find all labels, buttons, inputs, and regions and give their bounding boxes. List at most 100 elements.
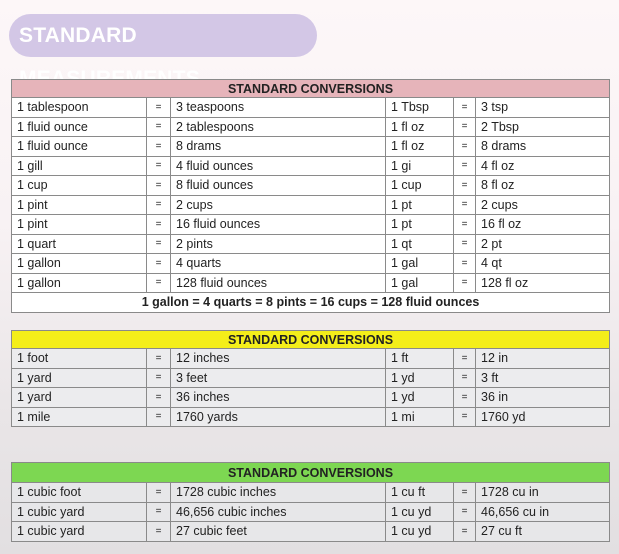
equals-cell: = <box>453 214 476 235</box>
equals-cell: = <box>146 116 171 137</box>
table-cell: 4 fluid ounces <box>170 155 386 176</box>
table-cell: 1 cup <box>385 175 454 196</box>
table-cell: 1 gal <box>385 272 454 293</box>
table-cell: 1 cu yd <box>385 501 454 522</box>
table-cell: 2 pints <box>170 233 386 254</box>
table-title: STANDARD CONVERSIONS <box>11 462 610 483</box>
table-cell: 1 cu ft <box>385 482 454 503</box>
table-cell: 1 cu yd <box>385 521 454 542</box>
table-cell: 1760 yd <box>475 406 610 427</box>
equals-cell: = <box>453 175 476 196</box>
table-title: STANDARD CONVERSIONS <box>11 79 610 98</box>
equals-cell: = <box>146 501 171 522</box>
table-header: STANDARD CONVERSIONS <box>11 462 610 483</box>
table-cell: 1 gi <box>385 155 454 176</box>
table-cell: 36 inches <box>170 387 386 408</box>
equals-cell: = <box>453 155 476 176</box>
table-cell: 27 cubic feet <box>170 521 386 542</box>
table-cell: 4 fl oz <box>475 155 610 176</box>
table-cell: 12 in <box>475 348 610 369</box>
table-cell: 1 ft <box>385 348 454 369</box>
table-cell: 3 teaspoons <box>170 97 386 118</box>
table-cell: 128 fluid ounces <box>170 272 386 293</box>
equals-cell: = <box>146 194 171 215</box>
equals-cell: = <box>453 233 476 254</box>
equals-cell: = <box>453 136 476 157</box>
equals-cell: = <box>146 155 171 176</box>
equals-cell: = <box>146 348 171 369</box>
equals-cell: = <box>453 482 476 503</box>
table-cell: 1 yd <box>385 367 454 388</box>
table-title: STANDARD CONVERSIONS <box>11 330 610 349</box>
equals-cell: = <box>146 387 171 408</box>
table-row: 1 quart = 2 pints 1 qt = 2 pt <box>11 233 610 254</box>
table-cell: 16 fl oz <box>475 214 610 235</box>
cubic-volume-table: STANDARD CONVERSIONS 1 cubic foot = 1728 cu… <box>11 462 610 542</box>
table-row: 1 pint = 2 cups 1 pt = 2 cups <box>11 194 610 215</box>
equals-cell: = <box>453 97 476 118</box>
equals-cell: = <box>146 272 171 293</box>
table-cell: 1 cubic yard <box>11 521 147 542</box>
table-cell: 1 Tbsp <box>385 97 454 118</box>
table-row: 1 cubic yard = 27 cubic feet 1 cu yd = 27 cu … <box>11 521 610 542</box>
liquid-volume-table: STANDARD CONVERSIONS 1 tablespoon = 3 teasp… <box>11 79 610 313</box>
table-row: 1 gallon = 128 fluid ounces 1 gal = 128 fl oz <box>11 272 610 293</box>
table-row: 1 fluid ounce = 8 drams 1 fl oz = 8 drams <box>11 136 610 157</box>
table-cell: 46,656 cubic inches <box>170 501 386 522</box>
table-cell: 2 cups <box>475 194 610 215</box>
equals-cell: = <box>453 387 476 408</box>
table-header: STANDARD CONVERSIONS <box>11 330 610 349</box>
equals-cell: = <box>146 406 171 427</box>
table-row: 1 cubic yard = 46,656 cubic inches 1 cu yd =… <box>11 501 610 522</box>
table-cell: 1 fl oz <box>385 136 454 157</box>
equals-cell: = <box>146 175 171 196</box>
equals-cell: = <box>453 367 476 388</box>
table-cell: 1 fluid ounce <box>11 136 147 157</box>
table-row: 1 mile = 1760 yards 1 mi = 1760 yd <box>11 406 610 427</box>
table-row: 1 cup = 8 fluid ounces 1 cup = 8 fl oz <box>11 175 610 196</box>
table-cell: 1 tablespoon <box>11 97 147 118</box>
equals-cell: = <box>146 233 171 254</box>
equals-cell: = <box>453 194 476 215</box>
equals-cell: = <box>146 136 171 157</box>
equals-cell: = <box>453 406 476 427</box>
table-cell: 3 feet <box>170 367 386 388</box>
table-cell: 1 gallon <box>11 272 147 293</box>
table-cell: 128 fl oz <box>475 272 610 293</box>
page-title: STANDARD MEASUREMENTS <box>9 14 317 90</box>
table-cell: 1760 yards <box>170 406 386 427</box>
table-cell: 12 inches <box>170 348 386 369</box>
equals-cell: = <box>453 272 476 293</box>
table-cell: 36 in <box>475 387 610 408</box>
equals-cell: = <box>146 214 171 235</box>
table-cell: 1 fl oz <box>385 116 454 137</box>
table-row: 1 pint = 16 fluid ounces 1 pt = 16 fl oz <box>11 214 610 235</box>
table-footer: 1 gallon = 4 quarts = 8 pints = 16 cups … <box>11 292 610 313</box>
table-cell: 1 gal <box>385 253 454 274</box>
equals-cell: = <box>453 501 476 522</box>
table-row: 1 foot = 12 inches 1 ft = 12 in <box>11 348 610 369</box>
table-cell: 2 cups <box>170 194 386 215</box>
table-row: 1 cubic foot = 1728 cubic inches 1 cu ft = 17… <box>11 482 610 503</box>
table-cell: 1 quart <box>11 233 147 254</box>
table-cell: 1 pt <box>385 194 454 215</box>
table-cell: 1 cubic foot <box>11 482 147 503</box>
table-cell: 1 qt <box>385 233 454 254</box>
table-cell: 1 pint <box>11 214 147 235</box>
table-cell: 1 cup <box>11 175 147 196</box>
table-row: 1 gill = 4 fluid ounces 1 gi = 4 fl oz <box>11 155 610 176</box>
table-cell: 8 drams <box>475 136 610 157</box>
table-row: 1 gallon = 4 quarts 1 gal = 4 qt <box>11 253 610 274</box>
equals-cell: = <box>146 482 171 503</box>
table-cell: 3 ft <box>475 367 610 388</box>
table-cell: 27 cu ft <box>475 521 610 542</box>
table-cell: 1 gallon <box>11 253 147 274</box>
equals-cell: = <box>453 253 476 274</box>
length-table: STANDARD CONVERSIONS 1 foot = 12 inches 1 ft… <box>11 330 610 427</box>
table-cell: 4 qt <box>475 253 610 274</box>
table-cell: 8 fl oz <box>475 175 610 196</box>
table-cell: 8 drams <box>170 136 386 157</box>
table-cell: 1 yard <box>11 367 147 388</box>
equals-cell: = <box>146 367 171 388</box>
table-cell: 1728 cubic inches <box>170 482 386 503</box>
